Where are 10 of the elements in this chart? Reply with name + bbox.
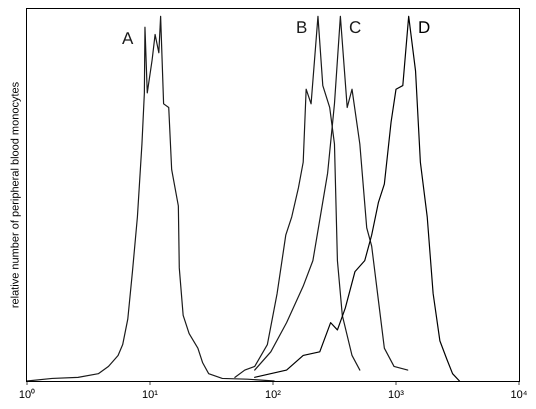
series-label: B: [296, 18, 308, 37]
x-tick-label: 10⁴: [510, 389, 528, 402]
x-tick-label: 10³: [388, 389, 404, 402]
x-tick-label: 10²: [265, 389, 282, 402]
series-label: D: [418, 18, 430, 37]
series-label: C: [349, 18, 362, 37]
x-tick-label: 10⁰: [18, 388, 36, 402]
y-axis-title: relative number of peripheral blood monocytes: [10, 81, 22, 308]
x-tick-label: 10¹: [142, 389, 158, 402]
series-label: A: [122, 29, 134, 48]
